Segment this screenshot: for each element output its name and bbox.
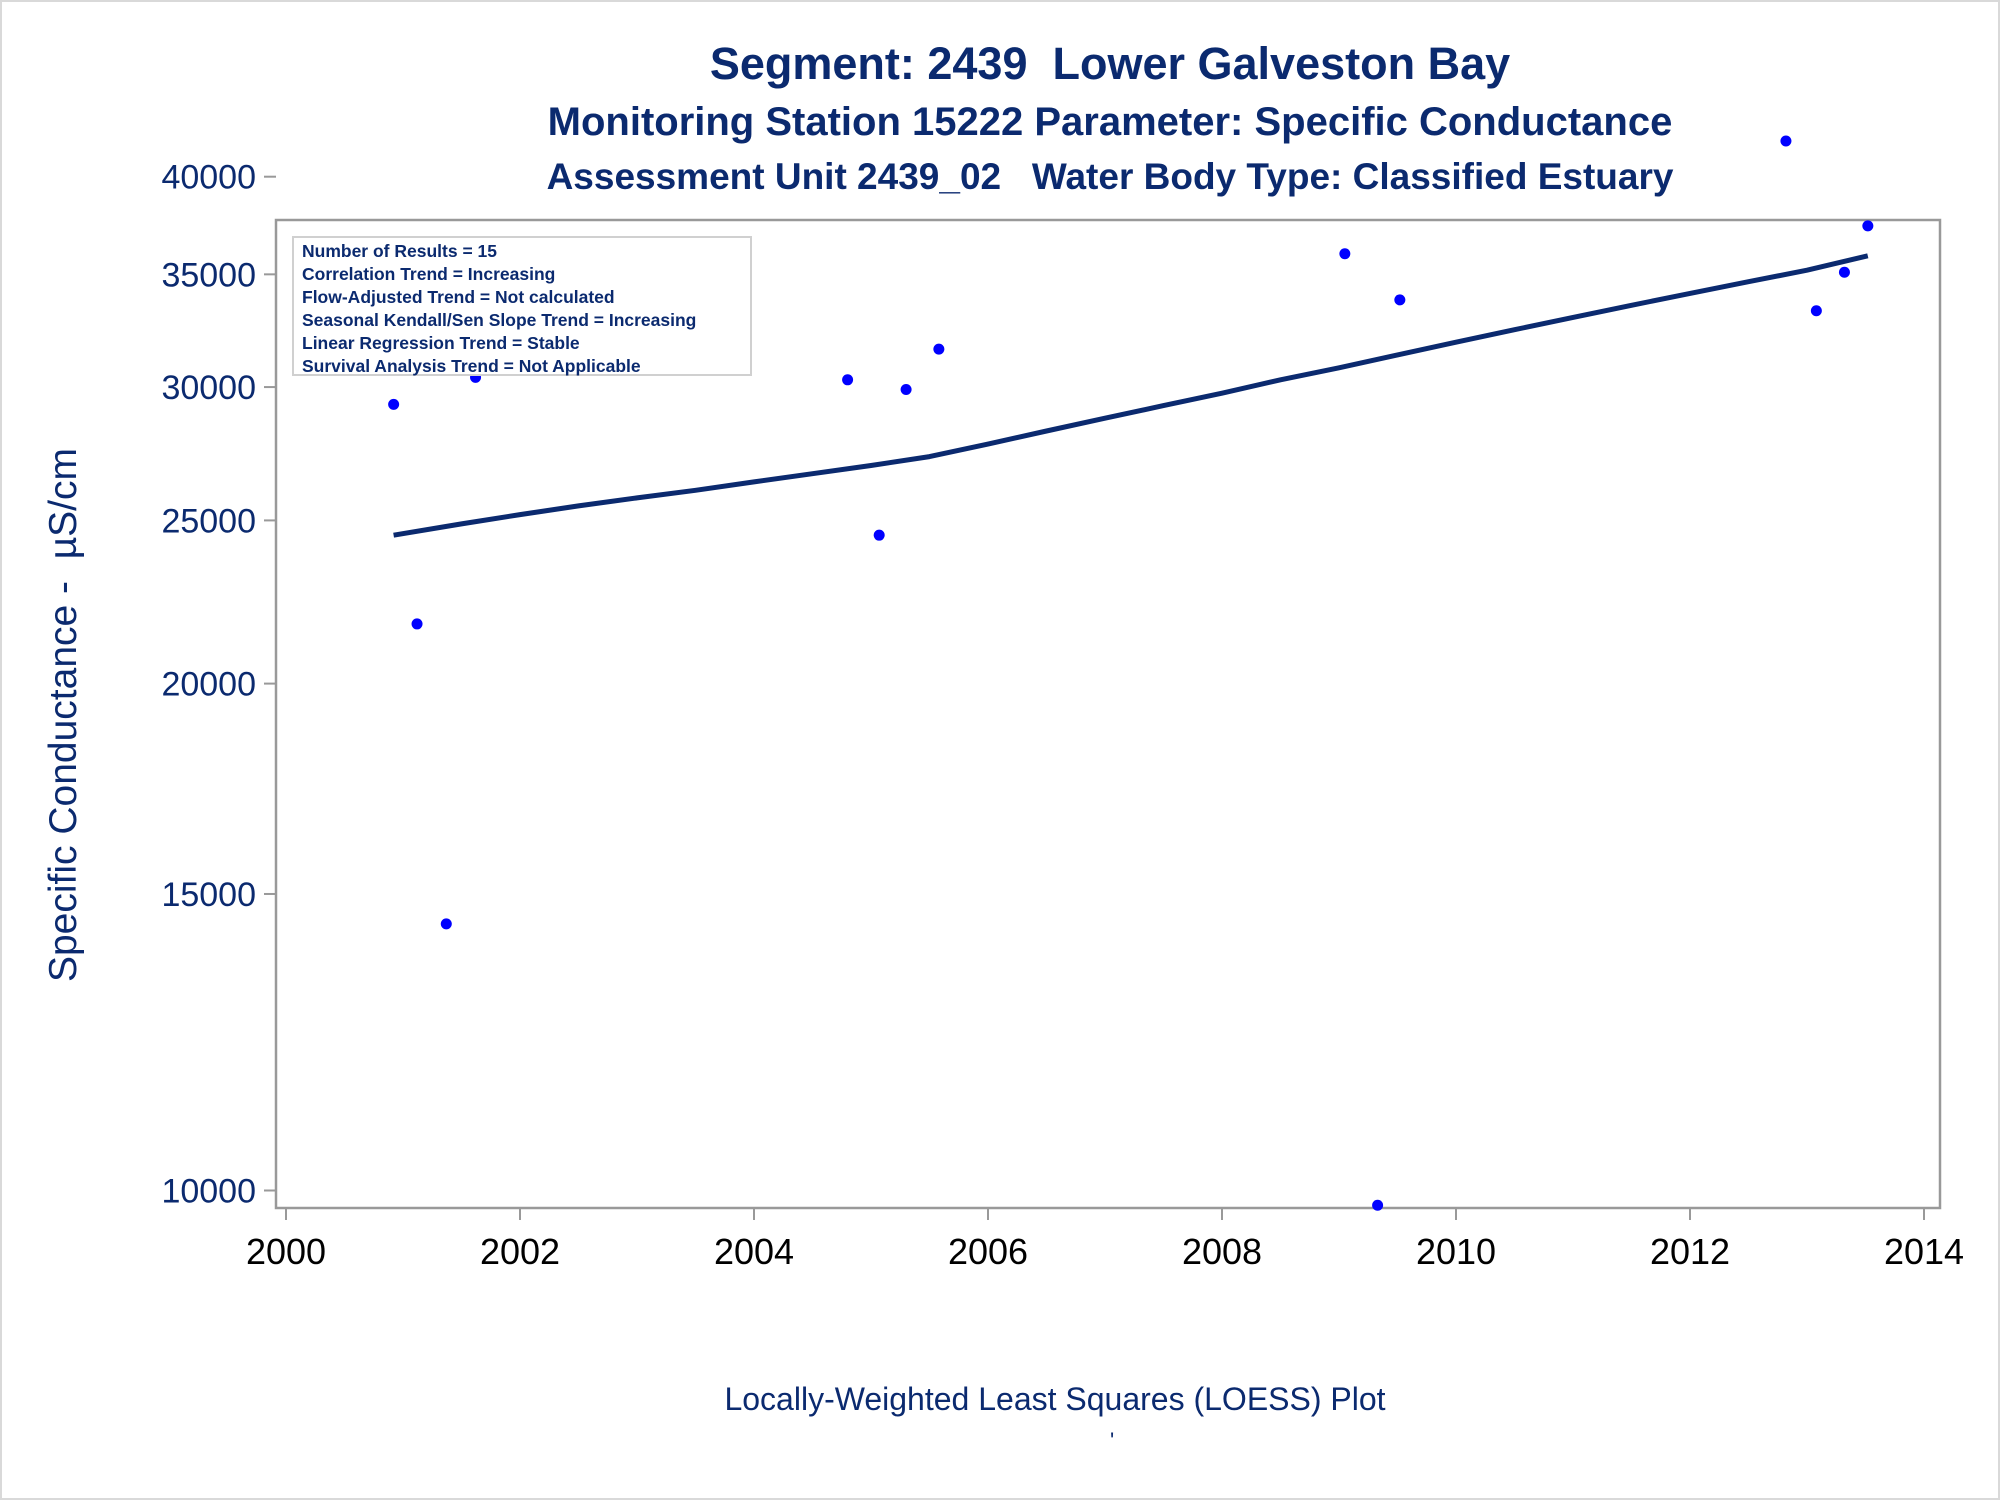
data-point — [1780, 135, 1792, 147]
y-tick-label: 25000 — [161, 502, 256, 540]
stats-legend-box: Number of Results = 15 Correlation Trend… — [292, 236, 752, 376]
y-tick-label: 15000 — [161, 876, 256, 914]
stat-flow-adjusted-trend: Flow-Adjusted Trend = Not calculated — [302, 287, 615, 307]
data-point — [1838, 266, 1850, 278]
data-point — [1862, 220, 1874, 232]
data-point — [411, 618, 423, 630]
caption-mark: ' — [1110, 1428, 1115, 1453]
y-tick-label: 10000 — [161, 1173, 256, 1211]
y-tick-label: 35000 — [161, 256, 256, 294]
stat-seasonal-kendall-trend: Seasonal Kendall/Sen Slope Trend = Incre… — [302, 310, 697, 330]
stat-survival-analysis-trend: Survival Analysis Trend = Not Applicable — [302, 356, 641, 376]
x-tick-label: 2002 — [480, 1231, 560, 1272]
x-tick-label: 2004 — [714, 1231, 794, 1272]
data-point — [842, 374, 854, 386]
chart-title: Segment: 2439 Lower Galveston Bay — [709, 38, 1511, 89]
data-point — [1372, 1199, 1384, 1211]
data-point — [1394, 294, 1406, 306]
chart-subtitle-assessment: Assessment Unit 2439_02 Water Body Type:… — [546, 156, 1674, 197]
data-point — [933, 343, 945, 355]
data-point — [1339, 248, 1351, 260]
x-tick-label: 2008 — [1182, 1231, 1262, 1272]
plot-border — [274, 218, 1942, 1210]
stat-number-of-results: Number of Results = 15 — [302, 241, 497, 261]
data-point — [900, 384, 912, 396]
y-tick-label: 20000 — [161, 666, 256, 704]
stat-correlation-trend: Correlation Trend = Increasing — [302, 264, 556, 284]
chart-caption: Locally-Weighted Least Squares (LOESS) P… — [724, 1381, 1386, 1417]
x-tick-label: 2014 — [1884, 1231, 1964, 1272]
x-tick-label: 2006 — [948, 1231, 1028, 1272]
y-tick-label: 30000 — [161, 369, 256, 407]
data-point — [873, 529, 885, 541]
x-tick-label: 2010 — [1416, 1231, 1496, 1272]
x-tick-label: 2012 — [1650, 1231, 1730, 1272]
stat-linear-regression-trend: Linear Regression Trend = Stable — [302, 333, 580, 353]
loess-line — [393, 253, 1869, 538]
data-point — [440, 918, 452, 930]
y-tick-label: 40000 — [161, 159, 256, 197]
x-tick-label: 2000 — [246, 1231, 326, 1272]
data-point — [1810, 305, 1822, 317]
data-point — [388, 398, 400, 410]
chart-subtitle-station: Monitoring Station 15222 Parameter: Spec… — [547, 100, 1673, 144]
